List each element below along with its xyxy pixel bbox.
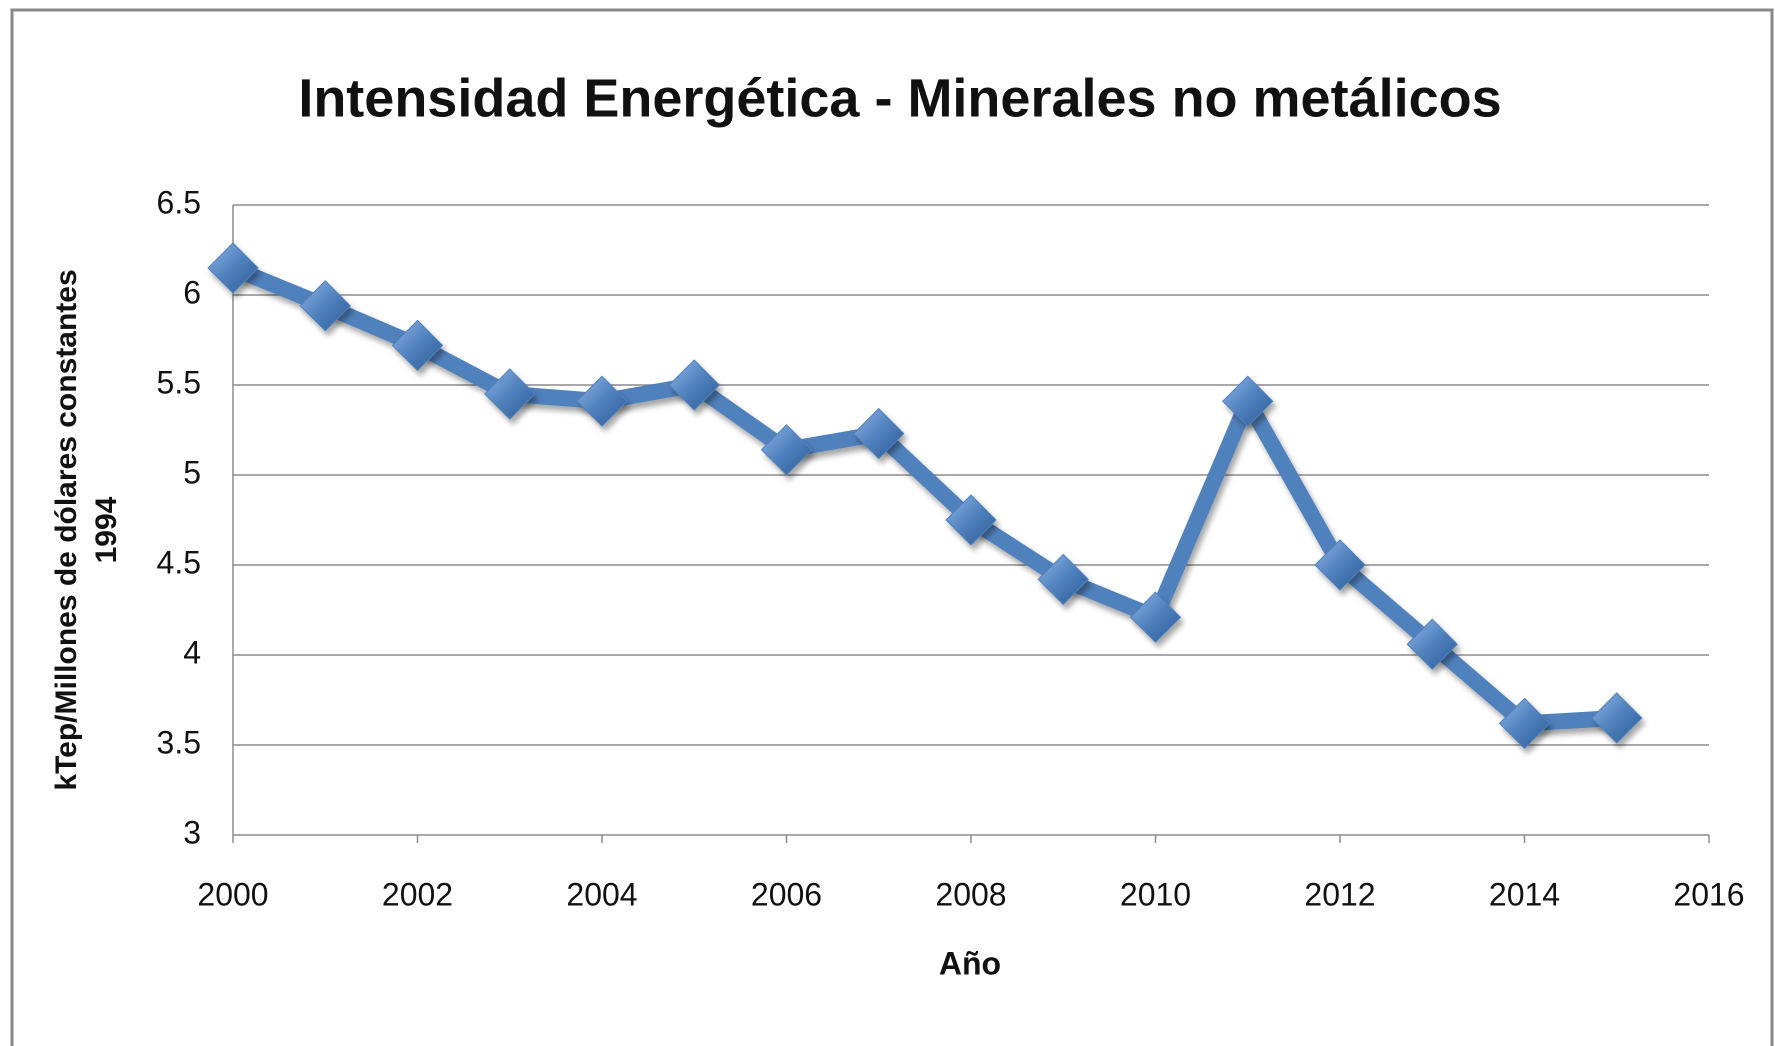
data-point: [1314, 539, 1366, 591]
x-tick-label: 2006: [751, 876, 822, 912]
data-point: [207, 242, 259, 294]
y-tick-label: 4: [183, 634, 201, 670]
data-point: [1222, 375, 1274, 427]
y-tick-label: 3.5: [157, 724, 201, 760]
data-point: [945, 494, 997, 546]
y-tick-label: 6.5: [157, 184, 201, 220]
x-tick-label: 2002: [382, 876, 453, 912]
data-point: [576, 375, 628, 427]
x-tick-label: 2008: [935, 876, 1006, 912]
data-point: [299, 280, 351, 332]
x-tick-label: 2010: [1120, 876, 1191, 912]
data-point: [853, 407, 905, 460]
data-point: [1129, 591, 1182, 643]
data-point: [1498, 697, 1551, 750]
x-tick-label: 2014: [1489, 876, 1560, 912]
x-axis-label: Año: [939, 945, 1001, 981]
y-tick-label: 4.5: [157, 544, 201, 580]
data-point: [1591, 692, 1643, 744]
y-tick-label: 5: [183, 454, 201, 490]
y-axis-label: 1994: [90, 496, 123, 563]
series-line: [229, 260, 1618, 732]
x-tick-label: 2016: [1673, 876, 1744, 912]
data-point: [484, 368, 536, 420]
chart-title: Intensidad Energética - Minerales no met…: [298, 68, 1501, 128]
x-tick-label: 2004: [566, 876, 637, 912]
frame: [10, 8, 1774, 1046]
data-point: [391, 319, 444, 372]
data-point: [760, 424, 813, 476]
y-tick-label: 3: [183, 814, 201, 850]
x-tick-label: 2012: [1304, 876, 1375, 912]
y-tick-label: 5.5: [157, 364, 201, 400]
data-point: [1406, 618, 1458, 670]
y-tick-label: 6: [183, 274, 201, 310]
data-point: [1037, 553, 1089, 606]
x-tick-label: 2000: [197, 876, 268, 912]
y-axis-label: kTep/Millones de dólares constantes: [50, 269, 83, 790]
data-point: [668, 359, 720, 411]
